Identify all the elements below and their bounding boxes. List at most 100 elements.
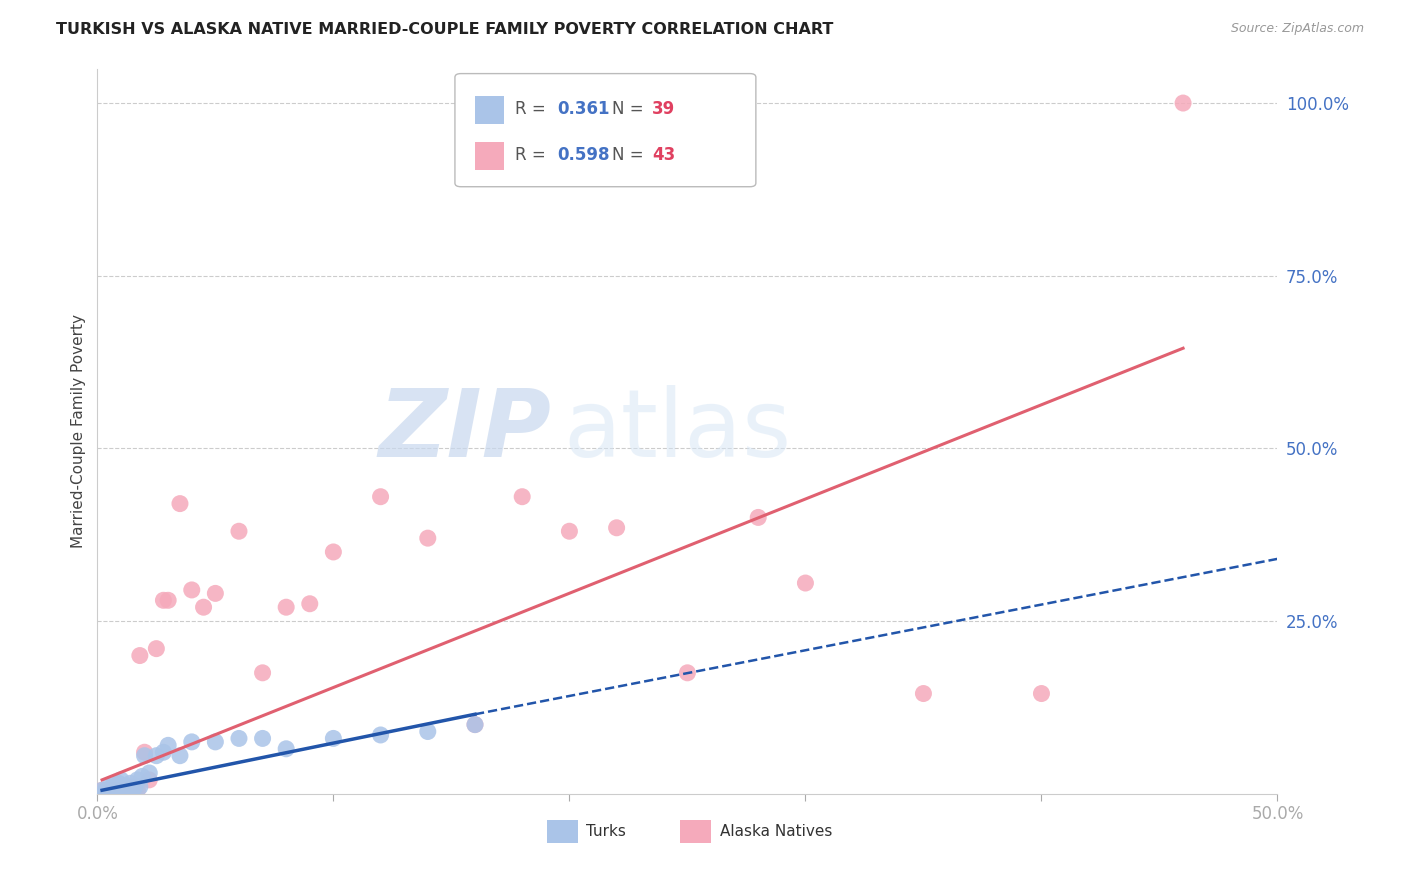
Point [252, 665, 274, 680]
Point [794, 576, 817, 591]
Point [110, 783, 132, 797]
Point [110, 772, 132, 787]
Point [127, 783, 149, 797]
Point [105, 783, 128, 797]
Point [121, 783, 143, 797]
Text: 0.361: 0.361 [558, 100, 610, 119]
Point [117, 783, 139, 797]
Point [107, 783, 129, 797]
Point [180, 735, 202, 749]
Point [93, 784, 115, 798]
Point [93, 784, 115, 798]
Point [105, 780, 128, 794]
Text: 0.598: 0.598 [558, 146, 610, 164]
Point [370, 728, 392, 742]
Point [103, 784, 125, 798]
Point [117, 783, 139, 797]
Point [322, 545, 344, 559]
Point [128, 780, 150, 794]
Point [105, 783, 128, 797]
Point [252, 731, 274, 746]
Point [96, 783, 118, 797]
Text: R =: R = [515, 100, 551, 119]
Point [510, 490, 533, 504]
Point [120, 783, 142, 797]
Point [204, 586, 226, 600]
Point [107, 783, 129, 797]
Point [107, 776, 129, 790]
Point [100, 781, 122, 796]
Text: Turks: Turks [586, 823, 626, 838]
Point [676, 665, 699, 680]
Text: N =: N = [612, 100, 648, 119]
Point [124, 780, 146, 794]
Point [228, 731, 250, 746]
Point [464, 717, 486, 731]
Point [98, 783, 121, 797]
Text: 39: 39 [652, 100, 675, 119]
Point [138, 766, 160, 780]
Text: ZIP: ZIP [378, 385, 551, 477]
Point [193, 600, 215, 615]
Point [912, 687, 935, 701]
Point [464, 717, 486, 731]
Point [204, 735, 226, 749]
Point [114, 780, 136, 794]
Point [103, 776, 125, 790]
Point [127, 772, 149, 787]
Point [138, 772, 160, 787]
Point [1031, 687, 1053, 701]
Text: TURKISH VS ALASKA NATIVE MARRIED-COUPLE FAMILY POVERTY CORRELATION CHART: TURKISH VS ALASKA NATIVE MARRIED-COUPLE … [56, 22, 834, 37]
Point [96, 784, 118, 798]
Point [180, 582, 202, 597]
Point [169, 748, 191, 763]
Point [298, 597, 321, 611]
Text: 43: 43 [652, 146, 675, 164]
Point [114, 783, 136, 797]
Point [134, 748, 156, 763]
Point [134, 745, 156, 759]
Point [100, 783, 122, 797]
Text: Alaska Natives: Alaska Natives [720, 823, 832, 838]
Point [152, 593, 174, 607]
Point [120, 776, 142, 790]
Point [276, 741, 298, 756]
FancyBboxPatch shape [475, 96, 505, 124]
FancyBboxPatch shape [475, 142, 505, 169]
Point [145, 641, 167, 656]
Point [128, 648, 150, 663]
Point [112, 783, 135, 797]
Point [416, 724, 439, 739]
Point [103, 783, 125, 797]
Text: N =: N = [612, 146, 648, 164]
Point [416, 531, 439, 545]
Point [112, 781, 135, 796]
Point [558, 524, 581, 539]
Point [124, 783, 146, 797]
Point [91, 783, 114, 797]
Point [91, 783, 114, 797]
Point [100, 783, 122, 797]
Point [228, 524, 250, 539]
Point [152, 745, 174, 759]
Point [98, 783, 121, 797]
Point [276, 600, 298, 615]
Point [145, 748, 167, 763]
Point [98, 780, 121, 794]
Text: R =: R = [515, 146, 551, 164]
Text: atlas: atlas [564, 385, 792, 477]
Point [322, 731, 344, 746]
Point [606, 521, 628, 535]
Point [110, 780, 132, 794]
Point [370, 490, 392, 504]
FancyBboxPatch shape [456, 74, 756, 186]
Point [121, 780, 143, 794]
Point [157, 593, 180, 607]
Point [747, 510, 769, 524]
Point [1171, 96, 1194, 111]
Point [131, 769, 153, 783]
Point [169, 497, 191, 511]
Y-axis label: Married-Couple Family Poverty: Married-Couple Family Poverty [72, 314, 86, 548]
Point [157, 739, 180, 753]
Text: Source: ZipAtlas.com: Source: ZipAtlas.com [1230, 22, 1364, 36]
